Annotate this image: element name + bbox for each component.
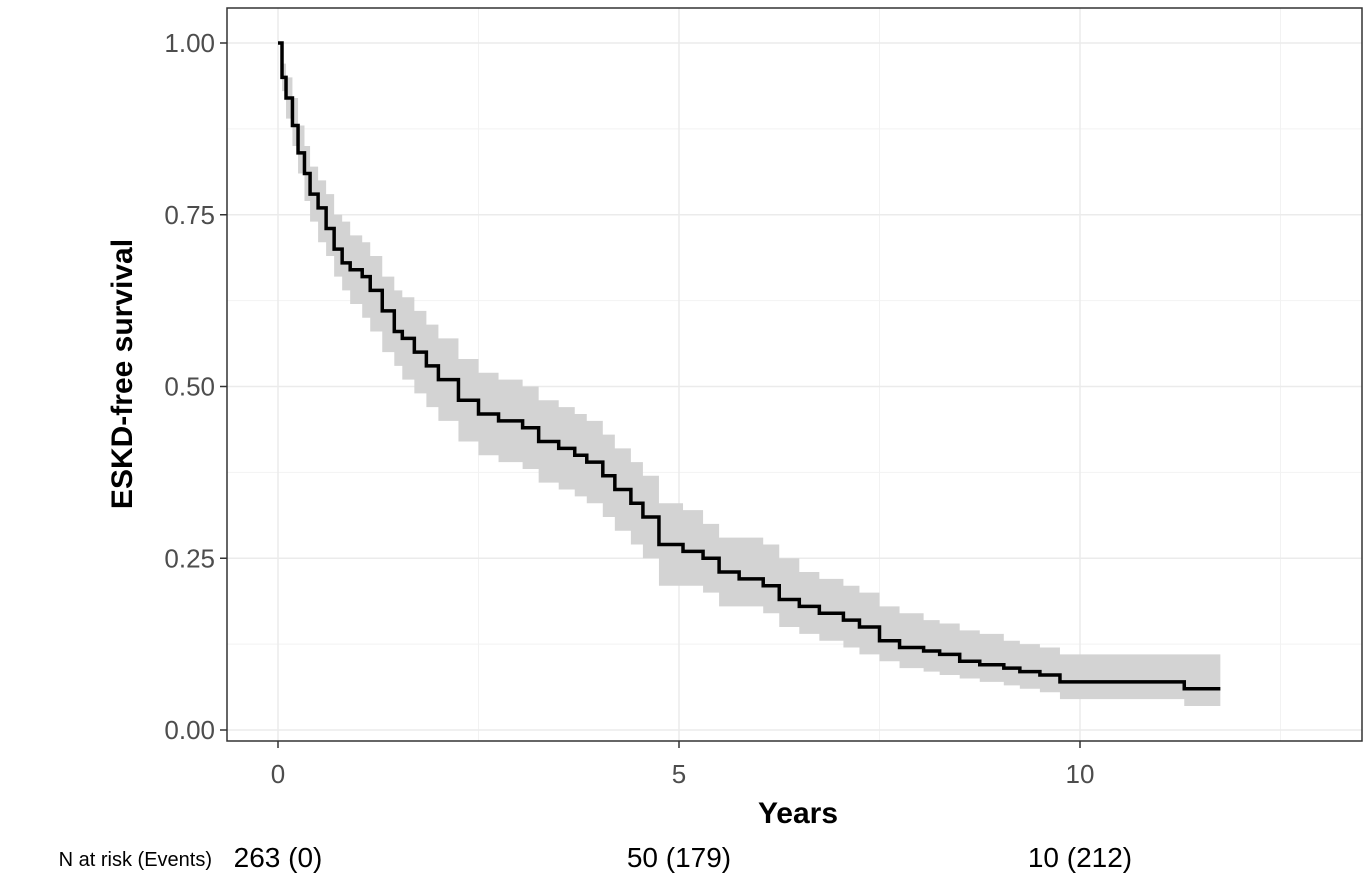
confidence-band [278, 43, 1221, 706]
survival-curve-line [278, 41, 1221, 691]
risk-table: N at risk (Events) 263 (0) 50 (179) 10 (21… [59, 842, 1133, 873]
y-tick-label-3: 0.75 [164, 200, 215, 230]
risk-value-2: 10 (212) [1028, 842, 1132, 873]
y-tick-label-0: 0.00 [164, 715, 215, 745]
plot-panel-border [226, 7, 1363, 742]
y-tick-label-2: 0.50 [164, 372, 215, 402]
grid-lines [227, 8, 1362, 741]
risk-value-0: 263 (0) [234, 842, 323, 873]
y-axis-title: ESKD-free survival [106, 239, 139, 509]
x-tick-label-0: 0 [271, 759, 285, 789]
x-tick-label-1: 5 [672, 759, 686, 789]
risk-value-1: 50 (179) [627, 842, 731, 873]
y-tick-label-4: 1.00 [164, 28, 215, 58]
risk-table-values: 263 (0) 50 (179) 10 (212) [234, 842, 1133, 873]
y-tick-label-1: 0.25 [164, 543, 215, 573]
risk-table-prefix: N at risk (Events) [59, 849, 212, 871]
y-axis-ticks: 0.00 0.25 0.50 0.75 1.00 [164, 28, 227, 745]
x-tick-label-2: 10 [1066, 759, 1095, 789]
x-axis-title: Years [758, 797, 838, 830]
x-axis-ticks: 0 5 10 [271, 741, 1095, 789]
